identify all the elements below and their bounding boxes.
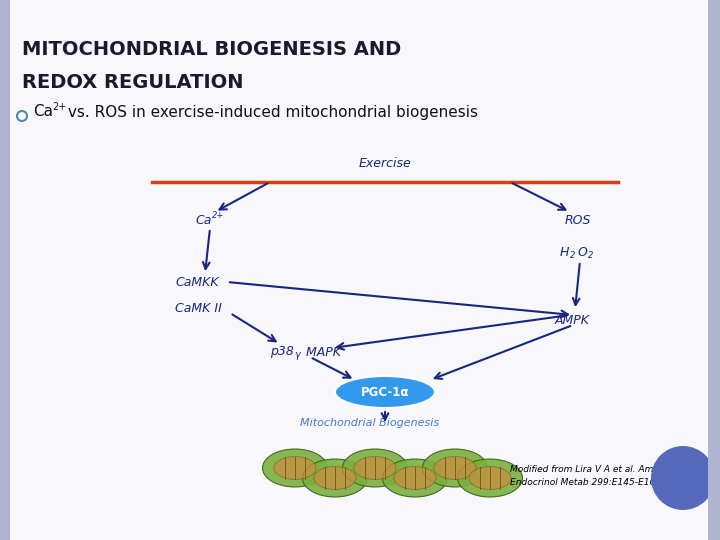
- Text: Ca: Ca: [195, 213, 212, 226]
- Text: ROS: ROS: [565, 213, 591, 226]
- Text: 2+: 2+: [52, 102, 66, 112]
- Text: p38: p38: [270, 346, 294, 359]
- Text: MITOCHONDRIAL BIOGENESIS AND: MITOCHONDRIAL BIOGENESIS AND: [22, 40, 401, 59]
- Ellipse shape: [314, 467, 356, 489]
- Ellipse shape: [394, 467, 436, 489]
- Bar: [708, 0, 720, 540]
- Text: O: O: [577, 246, 587, 260]
- Text: H: H: [560, 246, 570, 260]
- Text: CaMK II: CaMK II: [175, 301, 222, 314]
- Ellipse shape: [434, 457, 476, 480]
- Text: REDOX REGULATION: REDOX REGULATION: [22, 73, 243, 92]
- Ellipse shape: [302, 459, 367, 497]
- Ellipse shape: [457, 459, 523, 497]
- Ellipse shape: [274, 457, 316, 480]
- Text: γ: γ: [294, 350, 300, 360]
- Text: AMPK: AMPK: [555, 314, 590, 327]
- Ellipse shape: [423, 449, 487, 487]
- Text: vs. ROS in exercise-induced mitochondrial biogenesis: vs. ROS in exercise-induced mitochondria…: [63, 105, 478, 119]
- Ellipse shape: [335, 376, 435, 408]
- Text: 2+: 2+: [212, 211, 225, 219]
- Text: 2: 2: [570, 252, 575, 260]
- Ellipse shape: [469, 467, 511, 489]
- Text: CaMKK: CaMKK: [175, 275, 219, 288]
- Text: 2: 2: [588, 252, 593, 260]
- Text: MAPK: MAPK: [302, 346, 341, 359]
- Text: Mitochondrial Biogenesis: Mitochondrial Biogenesis: [300, 418, 440, 428]
- Text: Ca: Ca: [33, 105, 53, 119]
- Text: PGC-1α: PGC-1α: [361, 386, 409, 399]
- Text: Modified from Lira V A et al. Am J Physiol
Endocrinol Metab 299:E145-E161, 2010: Modified from Lira V A et al. Am J Physi…: [510, 465, 693, 487]
- Bar: [0, 0, 10, 540]
- Ellipse shape: [382, 459, 448, 497]
- Circle shape: [651, 446, 715, 510]
- Ellipse shape: [354, 457, 396, 480]
- Ellipse shape: [263, 449, 328, 487]
- Text: Exercise: Exercise: [359, 157, 411, 170]
- Ellipse shape: [343, 449, 408, 487]
